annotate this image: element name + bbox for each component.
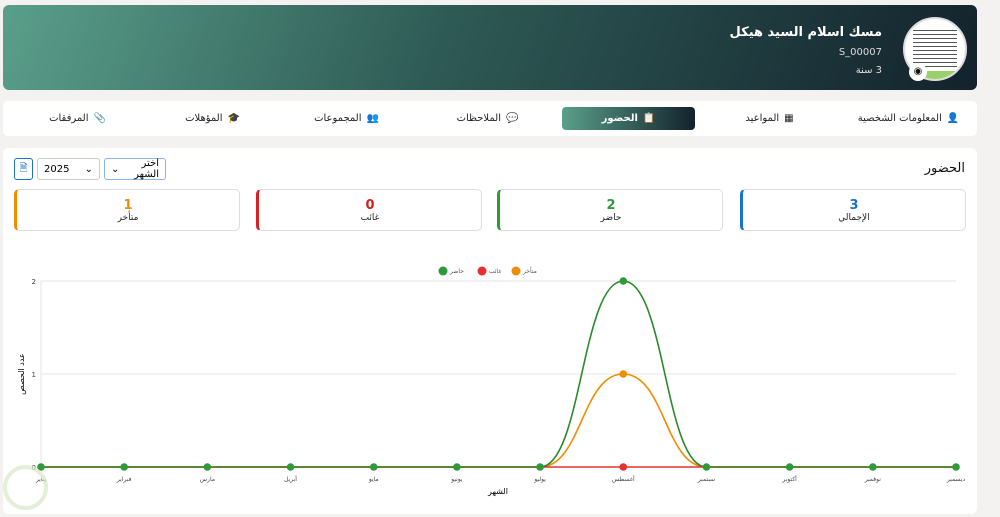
graduation-cap-icon: 🎓 [227, 113, 240, 124]
data-point [869, 463, 877, 471]
tab-label: المواعيد [745, 113, 780, 124]
y-axis-label: عدد الحصص [17, 353, 26, 395]
x-tick-label: يوليو [533, 476, 546, 483]
x-tick-label: أغسطس [612, 475, 635, 483]
stat-value: 2 [606, 198, 616, 213]
x-axis-label: الشهر [487, 487, 508, 496]
x-tick-label: يونيو [450, 476, 463, 483]
tab-qualifications[interactable]: 🎓 المؤهلات [146, 107, 279, 130]
stat-card-late: 1 متأخر [14, 189, 240, 231]
data-point [619, 463, 628, 471]
stat-value: 0 [365, 198, 375, 213]
series-line [40, 373, 956, 468]
tab-notes[interactable]: 💬 الملاحظات [421, 107, 554, 130]
stat-value: 3 [849, 198, 859, 213]
calendar-icon: ▦ [784, 113, 794, 124]
clipboard-check-icon: 📋 [642, 113, 656, 124]
x-tick-label: فبراير [116, 476, 132, 483]
data-point [536, 463, 544, 471]
data-point [120, 463, 128, 471]
data-point [619, 277, 628, 285]
tab-attendance[interactable]: 📋 الحضور [562, 107, 695, 130]
legend-marker [511, 266, 521, 276]
tab-attachments[interactable]: 📎 المرفقات [11, 107, 144, 130]
comments-icon: 💬 [505, 113, 519, 124]
student-name: مسك اسلام السيد هيكل [729, 25, 882, 40]
stat-label: الإجمالي [838, 213, 870, 223]
paperclip-icon: 📎 [93, 113, 106, 124]
legend-marker [477, 266, 487, 276]
month-select[interactable]: اختر الشهر ⌄ [104, 158, 166, 180]
pdf-file-icon: 🗎 [19, 162, 28, 174]
user-icon: 👤 [946, 113, 960, 124]
data-point [369, 463, 378, 471]
data-point [203, 463, 212, 471]
legend-label: متأخر [522, 266, 537, 275]
data-point [952, 463, 960, 471]
tab-appointments[interactable]: ▦ المواعيد [703, 107, 836, 130]
tab-label: المعلومات الشخصية [857, 113, 942, 124]
chevron-down-icon: ⌄ [111, 163, 120, 175]
tab-personal-info[interactable]: 👤 المعلومات الشخصية [842, 107, 975, 130]
data-point [286, 463, 295, 471]
x-tick-label: ديسمبر [946, 476, 966, 483]
stat-card-present: 2 حاضر [497, 189, 723, 231]
legend-marker [438, 266, 448, 276]
section-title: الحضور [924, 161, 965, 176]
x-tick-label: أبريل [284, 475, 297, 483]
tabs-bar: 👤 المعلومات الشخصية ▦ المواعيد 📋 الحضور 💬 ال… [3, 101, 977, 136]
stat-card-total: 3 الإجمالي [740, 189, 966, 231]
x-tick-label: مايو [368, 476, 379, 483]
camera-icon[interactable]: ◉ [909, 63, 927, 81]
stat-card-absent: 0 غائب [256, 189, 482, 231]
tab-label: المؤهلات [185, 113, 223, 124]
x-tick-label: مارس [200, 476, 215, 483]
y-tick-label: 1 [32, 371, 36, 379]
data-point [619, 370, 628, 378]
year-select[interactable]: 2025 ⌄ [37, 158, 100, 180]
profile-header: ◉ مسك اسلام السيد هيكل S_00007 3 سنة [3, 5, 977, 90]
attendance-panel: الحضور 🗎 2025 ⌄ اختر الشهر ⌄ 3 الإجمالي 2 حا… [3, 148, 977, 514]
student-id: S_00007 [838, 47, 882, 58]
users-icon: 👥 [366, 113, 379, 124]
stat-label: غائب [360, 213, 380, 223]
x-tick-label: أكتوبر [781, 475, 797, 483]
year-value: 2025 [44, 163, 70, 175]
x-tick-label: سبتمبر [697, 476, 715, 483]
tab-label: الحضور [601, 113, 638, 124]
watermark-logo [3, 465, 48, 510]
data-point [702, 463, 711, 471]
tab-groups[interactable]: 👥 المجموعات [280, 107, 413, 130]
month-value: اختر الشهر [134, 158, 159, 180]
legend-label: غائب [489, 268, 502, 275]
stat-value: 1 [123, 198, 133, 213]
export-pdf-button[interactable]: 🗎 [14, 158, 33, 180]
legend-label: حاضر [449, 268, 464, 275]
stat-label: متأخر [117, 213, 139, 223]
tab-label: المجموعات [314, 113, 362, 124]
x-tick-label: نوفمبر [864, 476, 882, 483]
data-point [453, 463, 461, 471]
tab-label: المرفقات [49, 113, 89, 124]
tab-label: الملاحظات [456, 113, 501, 124]
stat-label: حاضر [600, 213, 622, 223]
student-age: 3 سنة [855, 65, 882, 76]
chevron-down-icon: ⌄ [84, 163, 93, 175]
y-tick-label: 2 [32, 278, 36, 286]
data-point [785, 463, 794, 471]
